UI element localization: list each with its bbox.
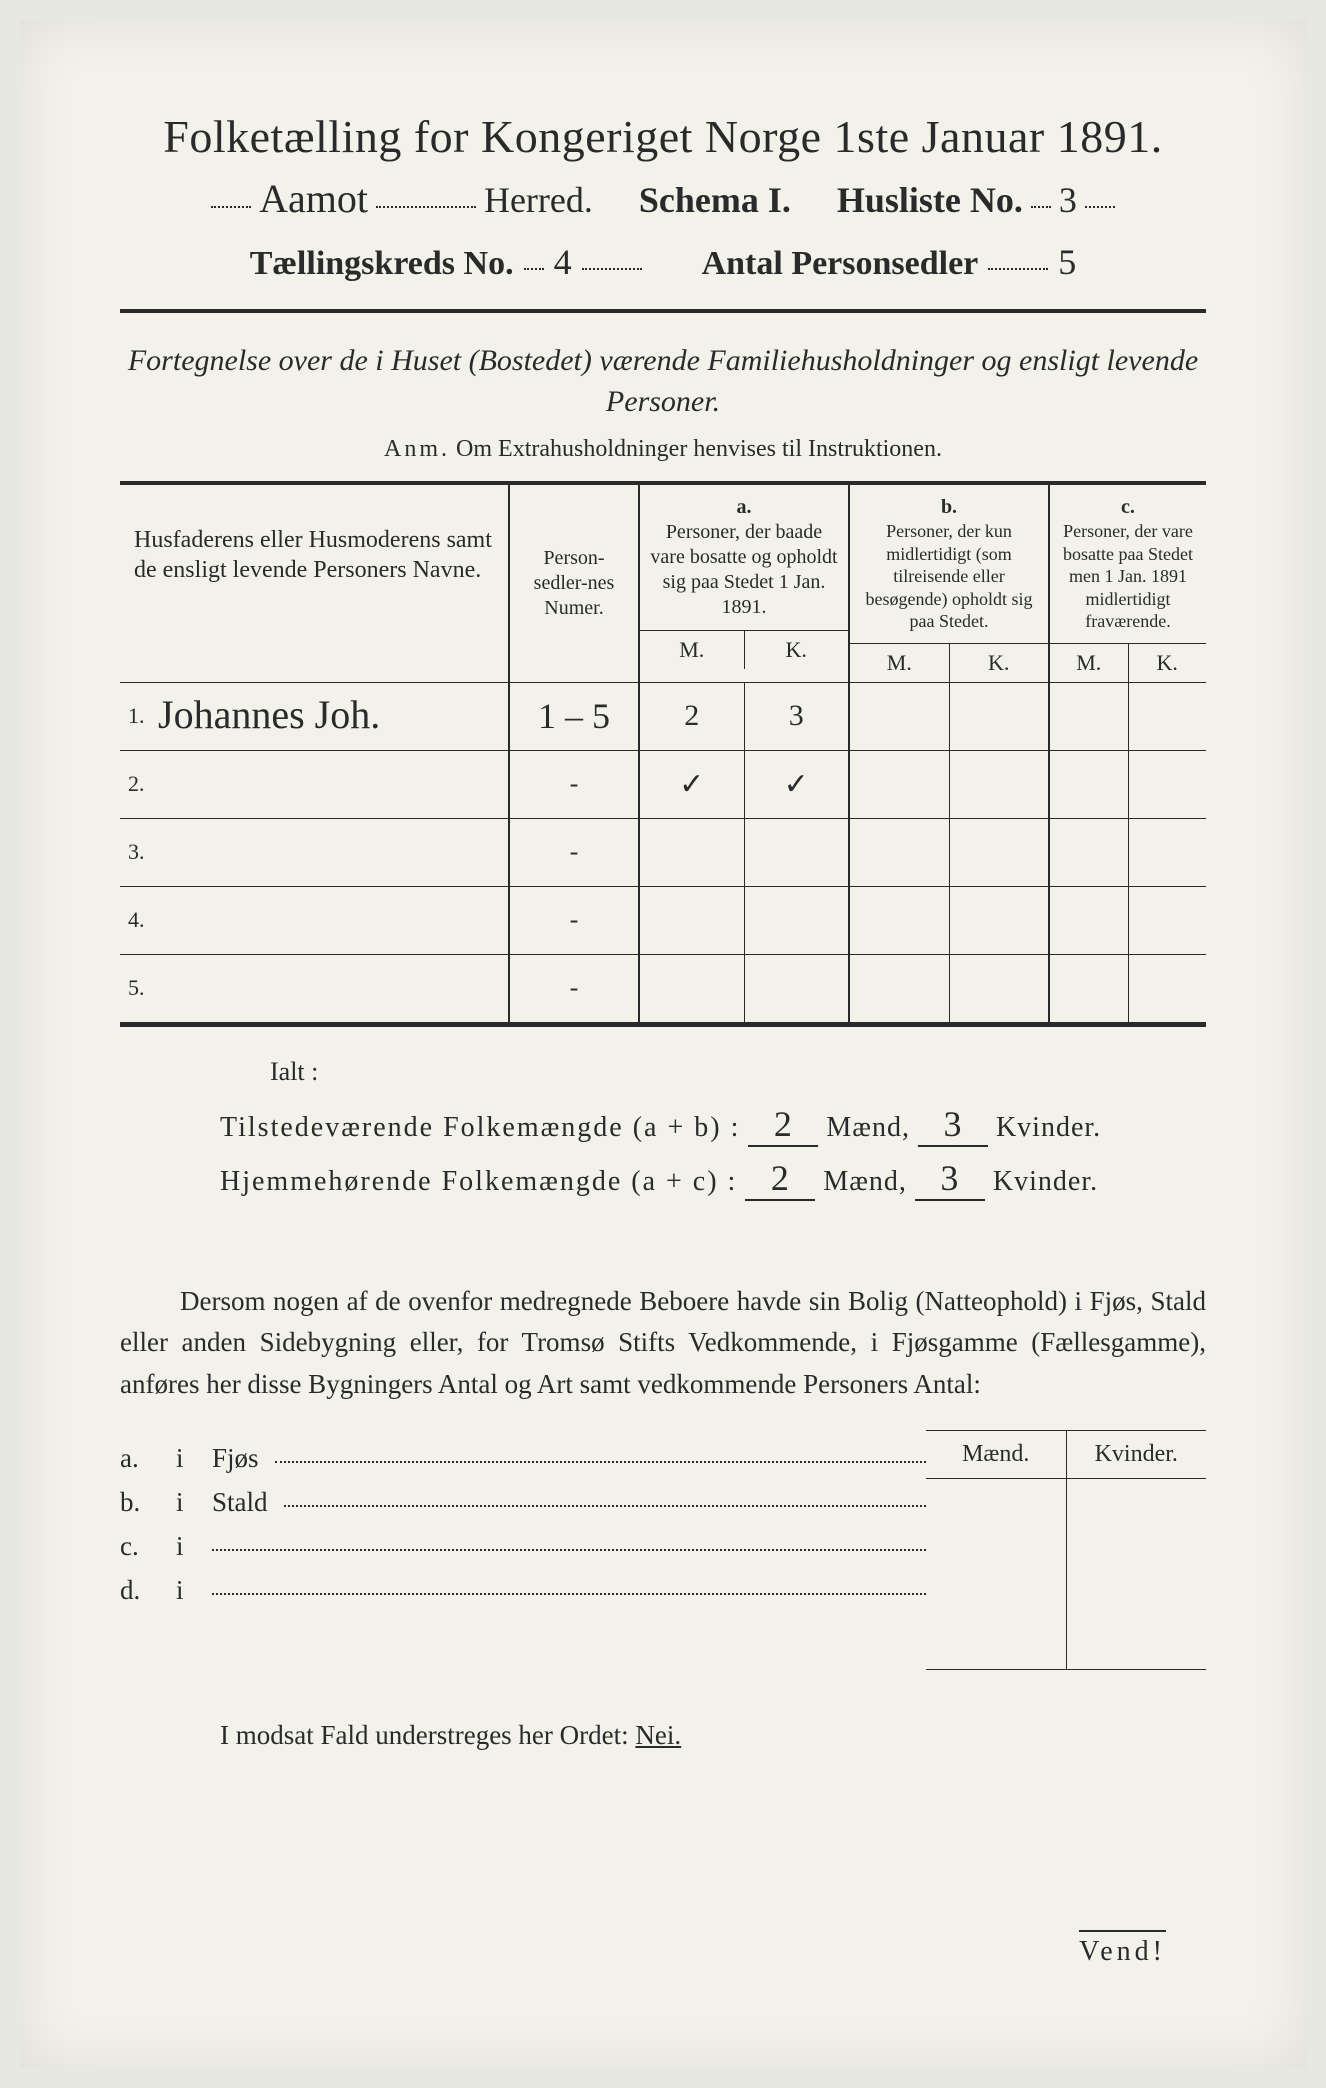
header-line-2: Tællingskreds No. 4 Antal Personsedler 5 bbox=[120, 240, 1206, 283]
census-form-page: Folketælling for Kongeriget Norge 1ste J… bbox=[20, 20, 1306, 2068]
bottom-section: a. i Fjøs b. i Stald c. i d. i bbox=[120, 1430, 1206, 1670]
kreds-number: 4 bbox=[554, 241, 572, 283]
sum2-k: 3 bbox=[915, 1157, 985, 1201]
anm-label: Anm. bbox=[384, 436, 450, 462]
instruction-paragraph: Dersom nogen af de ovenfor medregnede Be… bbox=[120, 1281, 1206, 1407]
header-line-1: Aamot Herred. Schema I. Husliste No. 3 bbox=[120, 175, 1206, 222]
mk-count-box: Mænd. Kvinder. bbox=[926, 1430, 1206, 1670]
col-c-k: K. bbox=[1129, 644, 1207, 682]
table-row: 5.- bbox=[120, 955, 1206, 1023]
antal-value: 5 bbox=[1058, 241, 1076, 283]
table-body: 1.Johannes Joh.1 – 5232.-✓✓3.-4.-5.- bbox=[120, 683, 1206, 1023]
sum1-m: 2 bbox=[748, 1103, 818, 1147]
nei-line: I modsat Fald understreges her Ordet: Ne… bbox=[220, 1720, 1206, 1751]
table-row: 4.- bbox=[120, 887, 1206, 955]
building-list: a. i Fjøs b. i Stald c. i d. i bbox=[120, 1430, 926, 1670]
mkbox-maend: Mænd. bbox=[926, 1431, 1067, 1478]
table-row: 3.- bbox=[120, 819, 1206, 887]
herred-name-handwritten: Aamot bbox=[259, 175, 368, 222]
ialt-label: Ialt : bbox=[270, 1057, 1206, 1087]
sum1-k: 3 bbox=[918, 1103, 988, 1147]
col-header-names: Husfaderens eller Husmoderens samt de en… bbox=[120, 485, 510, 682]
col-header-a: a. Personer, der baade vare bosatte og o… bbox=[640, 485, 850, 682]
list-item-a: a. i Fjøs bbox=[120, 1440, 926, 1474]
sum2-m: 2 bbox=[745, 1157, 815, 1201]
list-item-d: d. i bbox=[120, 1572, 926, 1606]
antal-label: Antal Personsedler bbox=[702, 245, 979, 283]
anm-text: Om Extrahusholdninger henvises til Instr… bbox=[456, 436, 942, 462]
table-header: Husfaderens eller Husmoderens samt de en… bbox=[120, 485, 1206, 683]
divider-rule bbox=[120, 309, 1206, 313]
husliste-number: 3 bbox=[1059, 179, 1077, 221]
annotation-line: Anm. Om Extrahusholdninger henvises til … bbox=[120, 436, 1206, 463]
mkbox-kvinder: Kvinder. bbox=[1067, 1431, 1207, 1478]
main-table: Husfaderens eller Husmoderens samt de en… bbox=[120, 481, 1206, 1027]
list-item-b: b. i Stald bbox=[120, 1484, 926, 1518]
col-c-m: M. bbox=[1050, 644, 1129, 682]
col-header-b: b. Personer, der kun midlertidigt (som t… bbox=[850, 485, 1050, 682]
mkbox-k-cell bbox=[1067, 1479, 1207, 1669]
col-b-m: M. bbox=[850, 644, 950, 682]
col-header-c: c. Personer, der vare bosatte paa Stedet… bbox=[1050, 485, 1206, 682]
vend-label: Vend! bbox=[1079, 1930, 1166, 1968]
col-b-k: K. bbox=[950, 644, 1049, 682]
mkbox-m-cell bbox=[926, 1479, 1067, 1669]
col-a-k: K. bbox=[745, 631, 849, 669]
list-item-c: c. i bbox=[120, 1528, 926, 1562]
herred-label: Herred. bbox=[484, 179, 593, 221]
col-header-sedler: Person-sedler-nes Numer. bbox=[510, 485, 640, 682]
sum-line-2: Hjemmehørende Folkemængde (a + c) : 2 Mæ… bbox=[220, 1157, 1206, 1201]
table-row: 1.Johannes Joh.1 – 523 bbox=[120, 683, 1206, 751]
nei-word: Nei. bbox=[635, 1720, 681, 1750]
schema-label: Schema I. bbox=[639, 179, 791, 221]
form-subtitle: Fortegnelse over de i Huset (Bostedet) v… bbox=[120, 341, 1206, 422]
sum-line-1: Tilstedeværende Folkemængde (a + b) : 2 … bbox=[220, 1103, 1206, 1147]
page-title: Folketælling for Kongeriget Norge 1ste J… bbox=[120, 110, 1206, 163]
husliste-label: Husliste No. bbox=[837, 179, 1023, 221]
col-a-m: M. bbox=[640, 631, 745, 669]
table-row: 2.-✓✓ bbox=[120, 751, 1206, 819]
kreds-label: Tællingskreds No. bbox=[250, 245, 514, 283]
